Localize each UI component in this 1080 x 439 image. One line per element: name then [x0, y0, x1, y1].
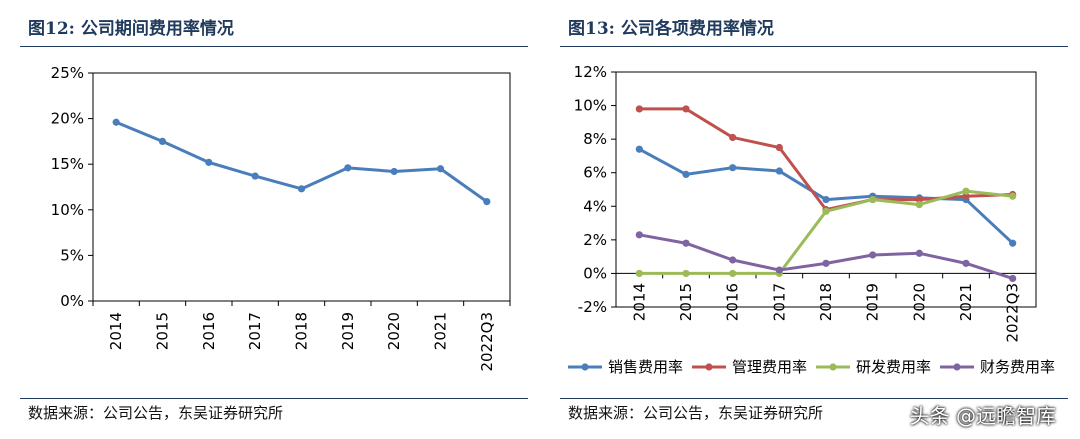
- left-series-1-point: [390, 167, 398, 176]
- left-series-1-point: [297, 185, 306, 193]
- right-series-3-point: [729, 269, 737, 278]
- right-y-tick-label: 4%: [583, 197, 607, 215]
- left-y-tick-label: 10%: [51, 201, 84, 219]
- right-x-tick-label: 2014: [630, 283, 648, 321]
- left-y-tick-label: 5%: [60, 246, 84, 264]
- left-series-1-point: [436, 165, 445, 173]
- left-series-1-point: [483, 197, 491, 206]
- right-series-3-point: [1009, 192, 1017, 200]
- right-series-2-point: [635, 105, 643, 113]
- right-series-3-point: [822, 207, 830, 215]
- left-series-1-point: [344, 164, 352, 172]
- left-top-rule: [20, 46, 528, 47]
- right-series-4-point: [962, 259, 970, 267]
- left-figure-title: 图12: 公司期间费用率情况: [28, 19, 234, 39]
- right-x-tick-label: 2017: [770, 283, 788, 321]
- right-source-note: 数据来源：公司公告，东吴证券研究所: [568, 404, 824, 422]
- right-y-tick-label: 8%: [583, 130, 607, 148]
- left-series-1-point: [251, 172, 259, 180]
- right-series-line-4: [639, 233, 1014, 280]
- right-series-2-point: [682, 105, 690, 113]
- right-series-1-point: [1009, 239, 1017, 247]
- right-legend-label-2: 管理费用率: [732, 358, 807, 376]
- right-bottom-rule: [560, 398, 1068, 399]
- right-series-1-point: [729, 164, 737, 172]
- right-y-tick-label: 12%: [574, 63, 607, 81]
- left-line-chart: 0% 5% 10% 15% 20% 25% 2014 2015 2016 2017 2018 2019…: [51, 64, 511, 372]
- right-x-tick-label: 2019: [864, 283, 882, 321]
- right-series-1-point: [775, 167, 783, 175]
- right-legend-marker-4: [953, 363, 961, 371]
- left-y-tick-label: 20%: [51, 110, 84, 128]
- right-legend-marker-3: [829, 363, 837, 371]
- right-series-4-point: [729, 256, 737, 264]
- left-x-tick-label: 2014: [107, 312, 125, 350]
- left-panel: 图12: 公司期间费用率情况 0% 5% 10% 15% 20% 25% 2014 2015 2…: [20, 19, 528, 422]
- left-x-tick-label: 2021: [432, 312, 450, 350]
- right-series-4-point: [915, 249, 923, 257]
- left-x-tick-label: 2019: [339, 312, 357, 350]
- right-y-tick-label: 0%: [583, 264, 607, 282]
- left-bottom-rule: [20, 398, 528, 399]
- right-series-4-point: [1009, 274, 1017, 283]
- right-series-3-point: [915, 201, 923, 209]
- right-series-4-point: [775, 266, 783, 274]
- right-series-1-point: [635, 145, 643, 153]
- right-series-4-point: [635, 231, 643, 239]
- right-panel: 图13: 公司各项费用率情况 -2% 0% 2% 4% 6% 8% 10% 12% 2014 20…: [540, 0, 1080, 439]
- right-legend-marker-2: [705, 363, 713, 371]
- left-series-1-point: [205, 158, 213, 166]
- left-x-tick-label: 2017: [246, 312, 264, 350]
- right-series-4-point: [682, 239, 690, 247]
- right-series-2-point: [729, 133, 737, 142]
- left-y-tick-label: 15%: [51, 155, 84, 173]
- right-series-3-point: [962, 187, 970, 195]
- watermark: 头条 @远瞻智库: [909, 404, 1056, 428]
- left-x-tick-label: 2022Q3: [478, 312, 496, 372]
- left-source-note: 数据来源：公司公告，东吴证券研究所: [28, 404, 284, 422]
- left-y-tick-label: 0%: [60, 292, 84, 310]
- right-y-tick-label: 10%: [574, 97, 607, 115]
- right-x-tick-label: 2015: [677, 283, 695, 321]
- right-legend-marker-1: [581, 363, 589, 371]
- right-legend-label-1: 销售费用率: [608, 358, 683, 376]
- left-x-tick-label: 2015: [154, 312, 172, 350]
- right-series-3-point: [635, 269, 643, 278]
- left-series-1-point: [158, 137, 167, 145]
- left-x-tick-label: 2016: [200, 312, 218, 350]
- right-series-3-point: [682, 269, 690, 278]
- left-x-tick-label: 2020: [385, 312, 403, 350]
- right-x-tick-label: 2021: [957, 283, 975, 321]
- right-legend-label-3: 研发费用率: [856, 358, 931, 376]
- right-x-tick-label: 2018: [817, 283, 835, 321]
- right-series-2-point: [775, 143, 783, 152]
- left-y-tick-label: 25%: [51, 64, 84, 82]
- right-y-tick-label: -2%: [578, 298, 607, 316]
- right-x-tick-label: 2016: [724, 283, 742, 321]
- left-x-tick-label: 2018: [293, 312, 311, 350]
- right-series-2-point: [962, 192, 970, 200]
- right-series-2-point: [915, 195, 923, 204]
- right-series-4-point: [869, 251, 877, 259]
- right-legend-label-4: 财务费用率: [980, 358, 1055, 376]
- right-plot-frame: [615, 71, 1037, 308]
- right-series-4-point: [822, 259, 830, 267]
- right-series-1-point: [682, 170, 690, 178]
- right-line-chart: -2% 0% 2% 4% 6% 8% 10% 12% 2014 2015 2016 2017 2018 2…: [568, 63, 1055, 376]
- right-series-3-point: [869, 195, 877, 204]
- right-top-rule: [560, 46, 1068, 47]
- left-plot-frame: [92, 72, 511, 302]
- right-y-tick-label: 2%: [583, 231, 607, 249]
- right-x-tick-label: 2022Q3: [1004, 283, 1022, 343]
- right-series-1-point: [822, 195, 830, 204]
- right-x-tick-label: 2020: [910, 283, 928, 321]
- right-figure-title: 图13: 公司各项费用率情况: [568, 19, 774, 39]
- left-series-1-point: [112, 118, 120, 126]
- right-y-tick-label: 6%: [583, 164, 607, 182]
